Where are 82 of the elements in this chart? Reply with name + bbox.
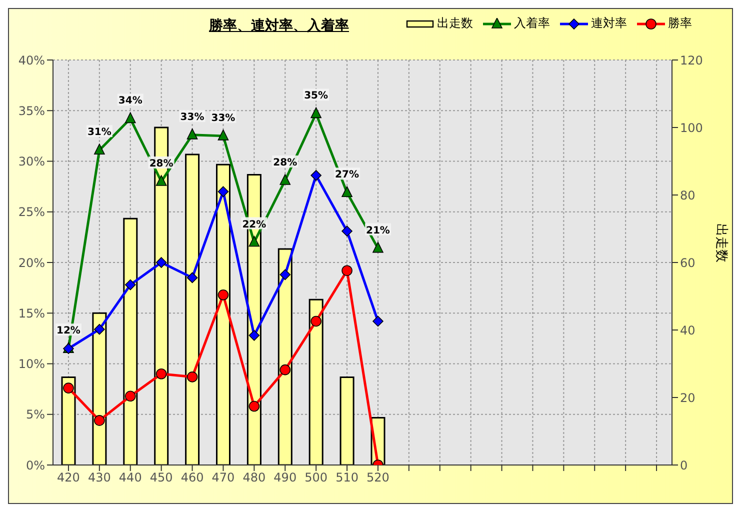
bar	[185, 154, 200, 465]
point	[280, 174, 291, 185]
point	[124, 112, 136, 124]
point	[94, 415, 105, 426]
point	[342, 186, 352, 198]
data-label: 33%	[180, 112, 204, 123]
data-label: 12%	[56, 326, 80, 337]
y-tick-label: 35%	[18, 104, 45, 118]
data-label: 22%	[242, 219, 266, 230]
point	[63, 382, 74, 394]
x-tick-label: 420	[57, 470, 80, 485]
data-label: 28%	[273, 157, 298, 168]
point	[342, 265, 352, 276]
y2-tick-label: 0	[680, 458, 688, 472]
point	[372, 316, 384, 327]
point	[186, 128, 198, 140]
y-tick-label: 0%	[26, 458, 45, 472]
chart-title: 勝率、連対率、入着率	[209, 17, 349, 35]
data-label: 35%	[304, 90, 328, 102]
y-tick-label: 5%	[26, 408, 45, 422]
point	[248, 330, 260, 341]
point	[124, 390, 136, 402]
point	[280, 364, 291, 376]
point	[248, 236, 260, 247]
x-tick-label: 460	[180, 470, 204, 485]
data-label: 33%	[211, 112, 236, 124]
point	[310, 107, 322, 118]
y2-tick-label: 60	[680, 256, 696, 270]
bar	[123, 218, 138, 465]
bar	[216, 164, 230, 465]
point	[186, 272, 198, 284]
point	[124, 279, 136, 290]
y2-tick-label: 100	[680, 120, 703, 135]
x-tick-label: 510	[336, 470, 358, 485]
point	[280, 269, 291, 280]
y-tick-label: 40%	[18, 53, 45, 68]
y-tick-label: 10%	[18, 357, 45, 372]
y2-tick-label: 80	[680, 188, 696, 202]
point	[94, 144, 105, 155]
x-tick-label: 480	[242, 470, 266, 485]
legend-label: 勝率	[668, 15, 692, 32]
x-tick-label: 520	[366, 470, 390, 485]
x-tick-label: 490	[274, 470, 297, 485]
point	[218, 290, 229, 300]
legend-label: 連対率	[591, 15, 627, 32]
point	[310, 316, 322, 327]
point	[310, 170, 322, 181]
x-tick-label: 430	[88, 470, 111, 485]
point	[218, 186, 229, 198]
data-label: 31%	[87, 127, 112, 138]
point	[342, 226, 352, 237]
x-tick-label: 500	[304, 470, 328, 485]
y2-tick-label: 120	[680, 53, 703, 68]
point	[218, 130, 229, 140]
y-tick-label: 25%	[18, 205, 45, 220]
point	[156, 368, 167, 380]
bar	[340, 376, 354, 465]
point	[156, 257, 167, 268]
y2-tick-label: 20	[680, 390, 696, 405]
y2-axis-title: 出走数	[713, 224, 728, 262]
x-tick-label: 450	[150, 470, 173, 485]
point	[186, 372, 198, 382]
bar	[308, 298, 324, 465]
legend-label: 入着率	[514, 15, 550, 32]
data-label: 27%	[335, 170, 359, 181]
data-label: 21%	[366, 225, 390, 236]
data-label: 34%	[118, 96, 142, 107]
x-tick-label: 440	[118, 470, 142, 485]
x-tick-label: 470	[212, 470, 235, 485]
legend-label: 出走数	[437, 15, 473, 32]
point	[372, 242, 384, 253]
y-tick-label: 20%	[18, 256, 45, 270]
y-tick-label: 15%	[18, 306, 45, 320]
bar	[92, 312, 107, 465]
bar	[278, 248, 292, 465]
y-tick-label: 30%	[18, 154, 45, 169]
point	[248, 400, 260, 412]
y2-tick-label: 40	[680, 323, 696, 338]
point	[94, 324, 105, 335]
bar	[61, 376, 76, 465]
point	[156, 175, 167, 186]
data-label: 28%	[149, 158, 174, 170]
